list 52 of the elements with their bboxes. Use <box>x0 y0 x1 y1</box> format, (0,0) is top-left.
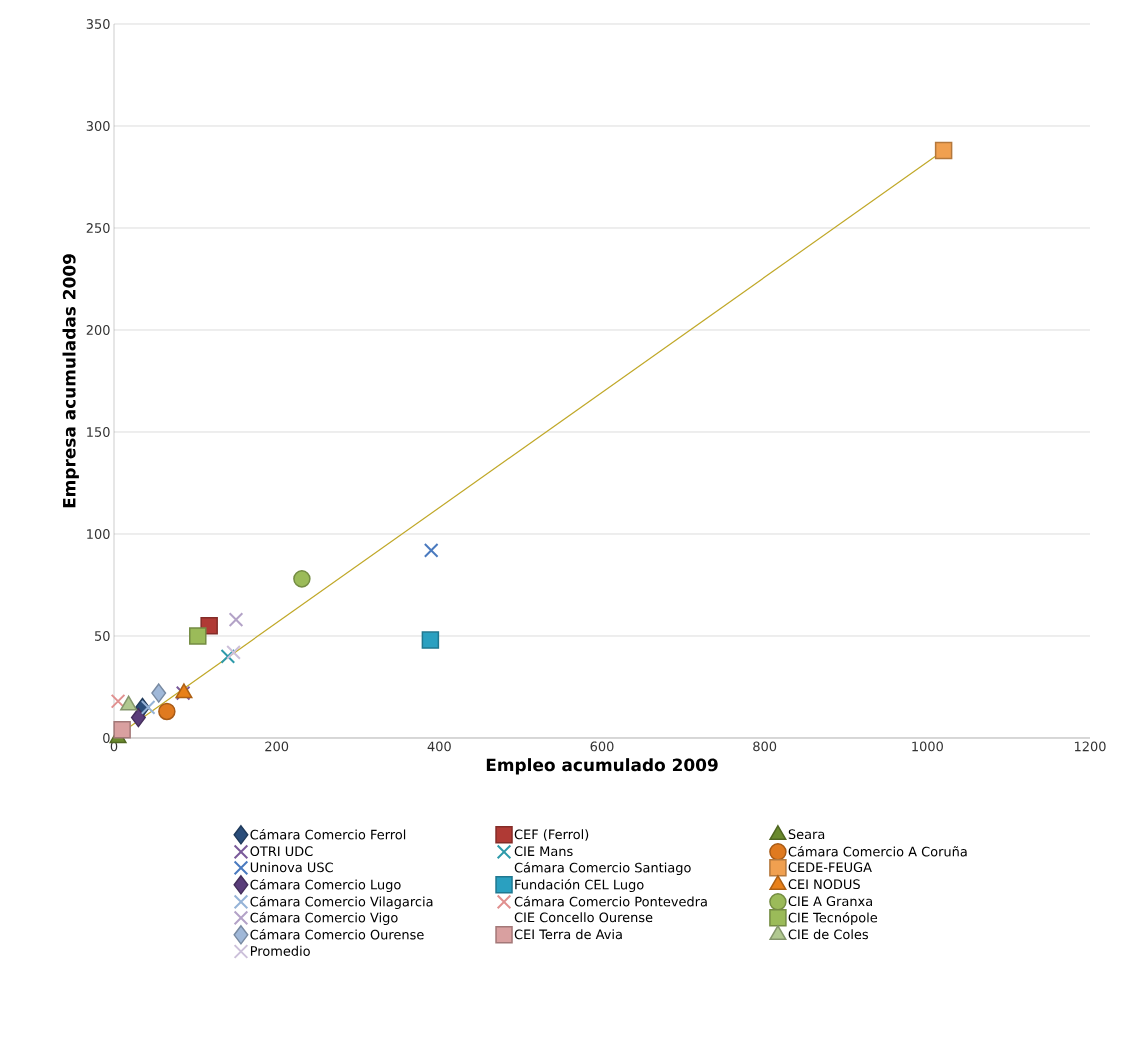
point <box>293 570 311 588</box>
x-tick-label: 200 <box>265 741 289 752</box>
text: Cámara Comercio Santiago <box>514 861 691 875</box>
legend-label: Uninova USC <box>250 862 333 873</box>
point <box>113 721 131 739</box>
legend-label: CEI Terra de Avia <box>514 929 622 940</box>
x-tick-label: 600 <box>590 741 614 752</box>
point <box>421 631 440 649</box>
y-tick-label: 350 <box>86 19 110 29</box>
legend-label: Cámara Comercio Pontevedra <box>514 895 707 907</box>
x-tick-label: 1000 <box>912 741 943 752</box>
point <box>228 612 244 628</box>
legend-label: CEDE-FEUGA <box>788 862 872 873</box>
point <box>423 542 439 558</box>
legend-label: Cámara Comercio Ourense <box>250 928 424 940</box>
legend-label: CEI NODUS <box>788 879 860 890</box>
y-axis-title: Empresa acumuladas 2009 <box>62 254 79 508</box>
legend-label: Promedio <box>250 945 310 956</box>
legend-label: Cámara Comercio Ferrol <box>250 828 406 840</box>
point <box>151 683 167 703</box>
y-tick-label: 150 <box>87 427 110 437</box>
legend-label: Fundación CEL Lugo <box>515 878 644 892</box>
legend-label: OTRI UDC <box>250 846 313 857</box>
y-tick-label: 0 <box>103 733 110 743</box>
y-tick-label: 200 <box>86 325 110 335</box>
legend-label: CIE Mans <box>514 846 573 857</box>
point <box>226 644 241 660</box>
point <box>934 141 953 160</box>
text: CIE Concello Ourense <box>514 912 653 923</box>
y-tick-label: 50 <box>95 631 110 641</box>
point <box>140 700 156 715</box>
point <box>158 702 176 721</box>
legend-label: CIE Tecnópole <box>788 911 878 925</box>
legend-label: CIE de Coles <box>788 929 869 940</box>
x-axis-title: Empleo acumulado 2009 <box>486 758 718 775</box>
y-tick-label: 100 <box>87 529 110 539</box>
legend-label: Cámara Comercio Vilagarcia <box>250 895 433 909</box>
legend-label: CEF (Ferrol) <box>514 829 589 841</box>
point <box>189 627 207 645</box>
legend-label: Cámara Comercio A Coruña <box>788 845 967 857</box>
x-tick-label: 400 <box>427 741 451 752</box>
point <box>220 649 236 664</box>
point <box>130 707 146 728</box>
legend-label: Cámara Comercio Lugo <box>250 878 401 892</box>
legend-label: Seara <box>788 829 825 840</box>
y-tick-label: 250 <box>86 223 110 233</box>
legend-label: Cámara Comercio Vigo <box>250 911 398 925</box>
point <box>110 693 126 709</box>
x-tick-label: 1200 <box>1074 741 1106 752</box>
legend-label: CIE A Granxa <box>788 896 872 907</box>
y-tick-label: 300 <box>86 121 110 131</box>
x-tick-label: 800 <box>753 741 777 752</box>
